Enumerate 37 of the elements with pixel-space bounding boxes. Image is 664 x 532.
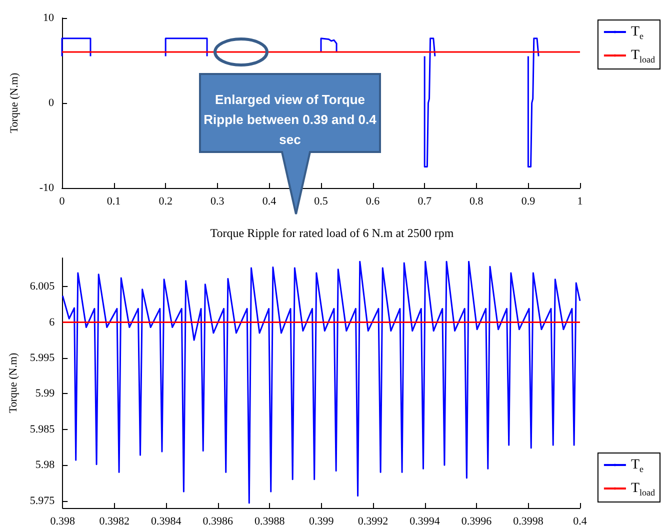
x-tick-label: 0.3994 [410,516,440,528]
y-tick-label: 5.99 [35,388,56,400]
annotation: Enlarged view of Torque Ripple between 0.39 and 0.4 sec [202,91,378,149]
y-axis-title: Torque (N.m) [8,72,20,134]
chart-title: Torque Ripple for rated load of 6 N.m at 2500 rpm [210,226,454,240]
x-tick-label: 0.3982 [99,516,130,528]
x-tick-label: 0.8 [470,196,484,208]
x-tick-label: 1 [577,196,583,208]
y-axis-title: Torque (N.m) [8,352,20,414]
x-tick-label: 0.3984 [150,516,182,528]
y-tick-label: 6.005 [30,280,56,293]
y-tick-label: 5.985 [30,423,56,436]
x-tick-label: 0.3996 [461,516,492,528]
x-tick-label: 0.3986 [202,516,234,528]
y-tick-label: -10 [39,182,54,194]
x-tick-label: 0 [59,196,66,208]
x-tick-label: 0.3988 [254,516,286,528]
y-tick-label: 0 [48,97,54,109]
y-tick-label: 5.995 [30,352,56,364]
x-tick-label: 0.9 [521,196,536,208]
y-tick-label: 5.975 [30,494,56,507]
x-tick-label: 0.399 [308,516,334,528]
x-tick-label: 0.398 [50,516,76,528]
y-tick-label: 5.98 [35,459,56,472]
x-tick-label: 0.4 [262,196,277,208]
x-tick-label: 0.2 [158,196,172,208]
x-tick-label: 0.1 [106,196,121,208]
y-tick-label: 6 [49,316,56,328]
x-tick-label: 0.5 [314,196,328,208]
x-tick-label: 0.3998 [513,516,544,528]
x-tick-label: 0.3992 [358,516,388,528]
y-tick-label: 10 [43,12,54,24]
x-tick-label: 0.4 [573,516,588,528]
x-tick-label: 0.7 [418,196,432,208]
x-tick-label: 0.3 [210,196,225,208]
line-series [62,260,581,504]
x-tick-label: 0.6 [366,196,380,208]
